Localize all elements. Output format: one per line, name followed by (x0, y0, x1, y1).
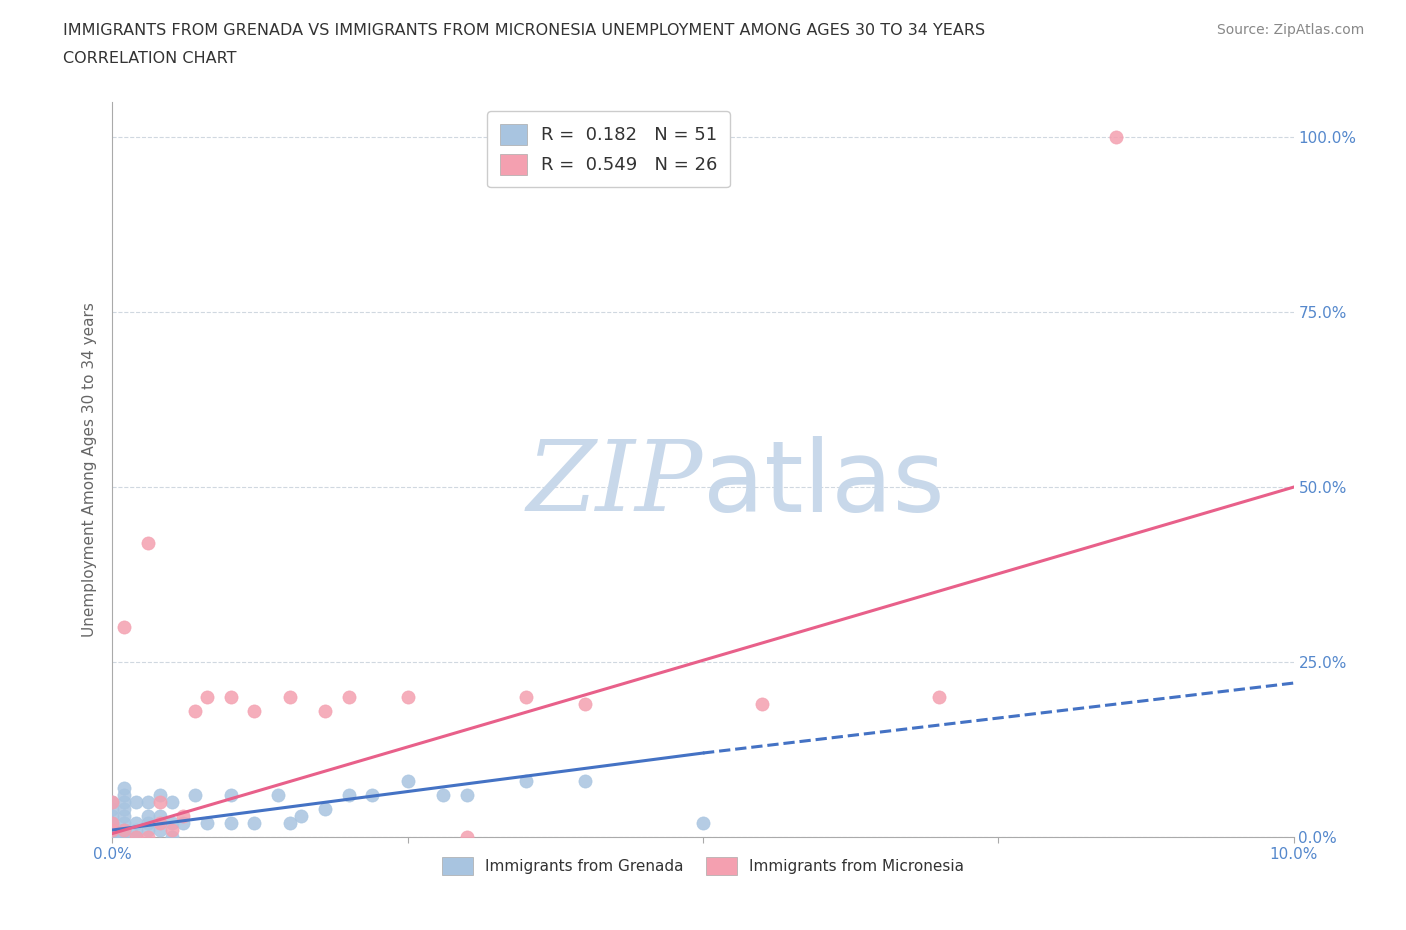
Point (149, 788, 172, 803)
Text: atlas: atlas (703, 436, 945, 533)
Text: ZIP: ZIP (527, 437, 703, 532)
Point (112, 788, 135, 803)
Point (136, 536, 159, 551)
Point (112, 808, 135, 823)
Point (160, 794, 183, 809)
Point (136, 830, 159, 844)
Point (219, 816, 242, 830)
Point (243, 816, 266, 830)
Point (101, 794, 124, 809)
Point (751, 697, 773, 711)
Point (112, 816, 135, 830)
Point (172, 808, 194, 823)
Point (149, 808, 172, 823)
Point (928, 690, 950, 705)
Point (125, 830, 148, 844)
Point (149, 794, 172, 809)
Y-axis label: Unemployment Among Ages 30 to 34 years: Unemployment Among Ages 30 to 34 years (82, 302, 97, 637)
Point (112, 830, 135, 844)
Point (112, 822, 135, 837)
Point (136, 816, 159, 830)
Point (101, 822, 124, 837)
Point (396, 774, 419, 789)
Point (314, 704, 336, 719)
Point (101, 830, 124, 844)
Point (160, 816, 183, 830)
Text: IMMIGRANTS FROM GRENADA VS IMMIGRANTS FROM MICRONESIA UNEMPLOYMENT AMONG AGES 30: IMMIGRANTS FROM GRENADA VS IMMIGRANTS FR… (63, 23, 986, 38)
Point (515, 690, 537, 705)
Point (337, 690, 360, 705)
Point (101, 808, 124, 823)
Point (112, 794, 135, 809)
Point (267, 788, 290, 803)
Point (112, 822, 135, 837)
Point (195, 690, 218, 705)
Point (101, 830, 124, 844)
Point (112, 780, 135, 795)
Point (149, 822, 172, 837)
Point (219, 690, 242, 705)
Point (125, 816, 148, 830)
Point (574, 774, 596, 789)
Point (396, 690, 419, 705)
Point (101, 830, 124, 844)
Point (515, 774, 537, 789)
Point (456, 788, 478, 803)
Legend: Immigrants from Grenada, Immigrants from Micronesia: Immigrants from Grenada, Immigrants from… (436, 851, 970, 881)
Point (112, 802, 135, 817)
Point (278, 690, 301, 705)
Point (125, 830, 148, 844)
Point (125, 794, 148, 809)
Point (101, 816, 124, 830)
Point (101, 816, 124, 830)
Point (136, 794, 159, 809)
Point (101, 822, 124, 837)
Point (160, 830, 183, 844)
Point (101, 816, 124, 830)
Point (337, 788, 360, 803)
Point (456, 830, 478, 844)
Point (149, 816, 172, 830)
Point (195, 816, 218, 830)
Point (112, 619, 135, 634)
Point (574, 697, 596, 711)
Point (125, 822, 148, 837)
Point (172, 816, 194, 830)
Point (219, 788, 242, 803)
Point (136, 808, 159, 823)
Point (160, 822, 183, 837)
Text: CORRELATION CHART: CORRELATION CHART (63, 51, 236, 66)
Point (136, 822, 159, 837)
Point (278, 816, 301, 830)
Point (314, 802, 336, 817)
Point (101, 822, 124, 837)
Point (361, 788, 384, 803)
Text: Source: ZipAtlas.com: Source: ZipAtlas.com (1216, 23, 1364, 37)
Point (112, 822, 135, 837)
Point (184, 704, 207, 719)
Point (1105, 130, 1128, 145)
Point (692, 816, 714, 830)
Point (184, 788, 207, 803)
Point (101, 794, 124, 809)
Point (101, 802, 124, 817)
Point (243, 704, 266, 719)
Point (290, 808, 312, 823)
Point (432, 788, 454, 803)
